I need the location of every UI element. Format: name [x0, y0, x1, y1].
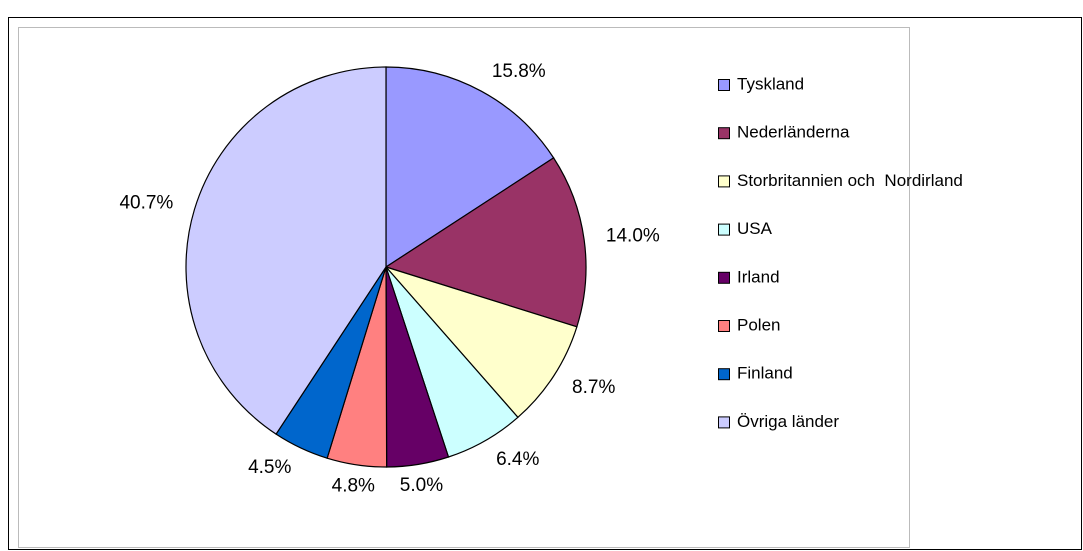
- data-label: 14.0%: [606, 226, 660, 247]
- legend-label: Övriga länder: [737, 412, 839, 431]
- pie-slice: [384, 157, 587, 328]
- data-label: 4.8%: [332, 476, 375, 497]
- data-label: 5.0%: [400, 475, 443, 496]
- data-label: 40.7%: [119, 192, 173, 213]
- pie-slice: [385, 66, 555, 269]
- data-label: 4.5%: [248, 457, 291, 478]
- legend-swatch: [718, 271, 730, 284]
- legend-label: USA: [737, 219, 773, 238]
- legend-label: Polen: [737, 315, 780, 334]
- data-label: 6.4%: [496, 449, 539, 470]
- legend-swatch: [718, 79, 730, 91]
- data-label: 8.7%: [572, 377, 615, 398]
- legend-label: Finland: [737, 364, 793, 383]
- legend-swatch: [718, 320, 730, 332]
- pie-slice: [185, 66, 387, 435]
- legend-swatch: [718, 416, 730, 429]
- legend-swatch: [718, 368, 730, 381]
- legend-swatch: [718, 127, 730, 140]
- pie-slice: [384, 265, 578, 419]
- legend-label: Nederländerna: [737, 123, 850, 142]
- legend-swatch: [718, 223, 730, 236]
- legend-label: Irland: [737, 267, 780, 286]
- data-label: 15.8%: [492, 61, 546, 82]
- legend-swatch: [718, 175, 730, 188]
- legend-label: Tyskland: [737, 74, 804, 93]
- legend-label: Storbritannien och Nordirland: [737, 171, 963, 190]
